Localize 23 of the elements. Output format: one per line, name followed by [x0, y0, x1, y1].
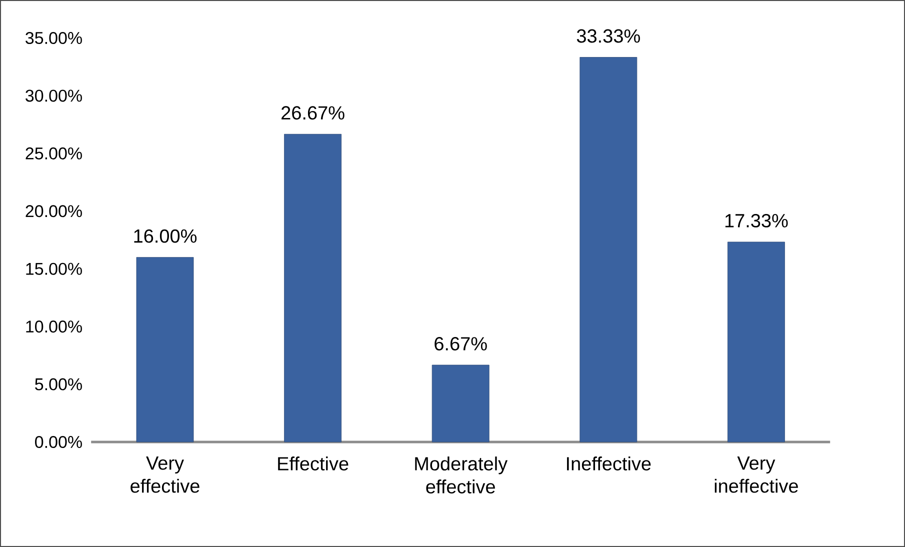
bar: [432, 364, 490, 442]
y-tick-label: 5.00%: [35, 378, 82, 390]
data-label: 16.00%: [134, 229, 197, 243]
y-tick-label: 15.00%: [26, 262, 82, 275]
data-label: 33.33%: [576, 29, 640, 43]
y-tick-label: 30.00%: [26, 90, 82, 102]
bar: [728, 242, 785, 442]
x-tick-label: Very ineffective: [714, 456, 798, 493]
x-tick-label: Moderately effective: [415, 456, 508, 494]
data-label: 17.33%: [725, 214, 788, 228]
bar: [136, 257, 194, 442]
bar: [284, 134, 342, 442]
y-tick-label: 10.00%: [26, 320, 82, 333]
y-tick-label: 20.00%: [26, 205, 82, 218]
y-tick-label: 35.00%: [26, 32, 82, 44]
x-tick-label: Very effective: [130, 456, 200, 493]
y-tick-label: 0.00%: [35, 436, 82, 448]
x-tick-label: Effective: [278, 456, 348, 470]
y-tick-label: 25.00%: [26, 147, 82, 160]
data-label: 26.67%: [282, 106, 344, 120]
bar: [580, 57, 638, 442]
data-label: 6.67%: [434, 337, 487, 350]
x-tick-label: Ineffective: [567, 456, 651, 470]
